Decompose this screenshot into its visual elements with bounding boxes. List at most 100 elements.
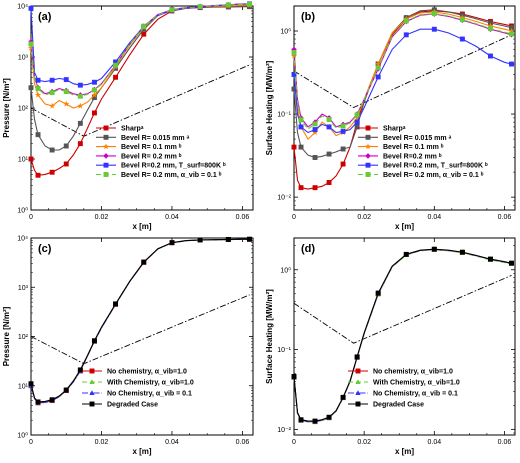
data-point xyxy=(63,77,69,83)
series-3 xyxy=(290,8,515,140)
series-line xyxy=(30,238,250,403)
data-point xyxy=(63,100,70,107)
data-point xyxy=(312,155,318,160)
data-point xyxy=(509,31,514,37)
data-point xyxy=(77,367,83,373)
y-tick-label: 10¹ xyxy=(18,157,29,164)
data-point xyxy=(509,61,514,67)
legend-marker xyxy=(89,390,95,395)
legend-label: Bevel R=0.2 mm, T_surf=800K ᵇ xyxy=(121,163,226,170)
legend-marker xyxy=(365,125,371,131)
y-axis-label: Pressure [N/m²] xyxy=(2,78,11,138)
x-tick-label: 0 xyxy=(29,439,33,446)
y-tick-label: 10⁴ xyxy=(17,4,28,11)
series-4 xyxy=(291,11,515,128)
x-axis-label: x [m] xyxy=(395,447,414,456)
data-point xyxy=(431,246,437,252)
series-line xyxy=(30,4,250,109)
data-point xyxy=(49,397,55,403)
series-4 xyxy=(291,246,514,424)
legend-marker xyxy=(355,390,361,395)
data-point xyxy=(403,32,409,38)
data-point xyxy=(113,301,119,307)
x-axis-label: x [m] xyxy=(132,222,151,231)
data-point xyxy=(340,161,346,167)
y-axis-label: Pressure [N/m²] xyxy=(2,306,11,366)
series-6 xyxy=(291,11,514,130)
x-tick-label: 0.04 xyxy=(428,439,442,446)
legend-marker xyxy=(364,143,372,150)
y-tick-label: 10⁻¹ xyxy=(277,347,291,354)
data-point xyxy=(91,79,97,85)
series-line xyxy=(30,238,250,404)
data-point xyxy=(298,144,304,150)
legend-label: Bevel R= 0.2 mm, α_vib = 0.1 ᵇ xyxy=(383,172,484,179)
y-tick-label: 10⁻² xyxy=(277,427,291,434)
data-point xyxy=(291,71,297,77)
series-line xyxy=(30,3,250,86)
data-point xyxy=(326,117,332,122)
panel-label: (b) xyxy=(301,11,315,23)
data-point xyxy=(63,161,69,167)
plot-frame xyxy=(293,5,516,211)
data-point xyxy=(312,418,318,424)
legend-marker xyxy=(365,172,371,177)
legend-label: With Chemistry, α_vib=1.0 xyxy=(107,380,194,387)
data-point xyxy=(197,4,203,10)
legend-label: Degraded Case xyxy=(373,402,424,409)
series-6 xyxy=(28,1,252,99)
data-point xyxy=(459,17,465,23)
data-point xyxy=(326,414,332,420)
data-point xyxy=(91,87,97,93)
panel-label: (d) xyxy=(301,243,315,255)
data-point xyxy=(487,22,494,29)
data-point xyxy=(35,172,41,178)
legend-marker xyxy=(365,162,371,168)
series-5 xyxy=(291,26,514,134)
data-point xyxy=(298,124,304,130)
data-point xyxy=(77,93,83,99)
data-point xyxy=(35,132,41,138)
y-tick-label: 10² xyxy=(18,106,29,113)
legend-marker xyxy=(103,125,109,131)
y-tick-label: 10² xyxy=(18,334,29,341)
data-point xyxy=(91,338,97,344)
legend-marker xyxy=(89,368,95,374)
panel-label: (a) xyxy=(38,11,52,23)
x-tick-label: 0 xyxy=(292,439,296,446)
series-line xyxy=(30,3,250,97)
legend-label: Bevel R= 0.1 mm ᵇ xyxy=(383,144,444,151)
data-point xyxy=(225,2,231,8)
legend: No chemistry, α_vib=1.0 With Chemistry, α… xyxy=(348,369,460,409)
data-point xyxy=(77,102,84,109)
y-axis-label: Surface Heating [MW/m²] xyxy=(265,60,274,155)
series-line xyxy=(293,11,512,140)
data-point xyxy=(49,169,55,175)
y-tick-label: 10¹ xyxy=(18,383,29,390)
data-point xyxy=(431,11,437,17)
chart-panel-2: 0 0.02 0.04 0.06 10⁻² 10⁻¹ 10⁰ x [m] Surface Hea… xyxy=(265,5,516,231)
data-point xyxy=(28,5,34,11)
data-point xyxy=(326,180,332,185)
legend-label: No Chemistry, α_vib = 0.1 xyxy=(107,391,192,398)
data-point xyxy=(49,77,55,83)
y-tick-label: 10⁰ xyxy=(280,266,291,274)
legend-marker xyxy=(365,134,371,140)
data-point xyxy=(298,185,304,191)
y-tick-label: 10³ xyxy=(18,285,29,292)
data-point xyxy=(35,399,41,405)
legend-label: Sharpᵃ xyxy=(121,126,144,133)
legend-label: Bevel R= 0.2 mm, α_vib = 0.1 ᵇ xyxy=(121,172,222,179)
legend-label: No chemistry, α_vib=1.0 xyxy=(373,369,453,376)
data-point xyxy=(375,290,381,296)
data-point xyxy=(247,1,252,7)
data-point xyxy=(28,85,34,91)
x-tick-label: 0.02 xyxy=(357,439,371,446)
data-point xyxy=(113,62,119,68)
series-line xyxy=(293,13,512,130)
series-3 xyxy=(27,2,253,109)
data-point xyxy=(169,7,175,13)
data-point xyxy=(487,26,493,32)
legend-marker xyxy=(103,153,109,159)
series-4 xyxy=(28,236,252,405)
